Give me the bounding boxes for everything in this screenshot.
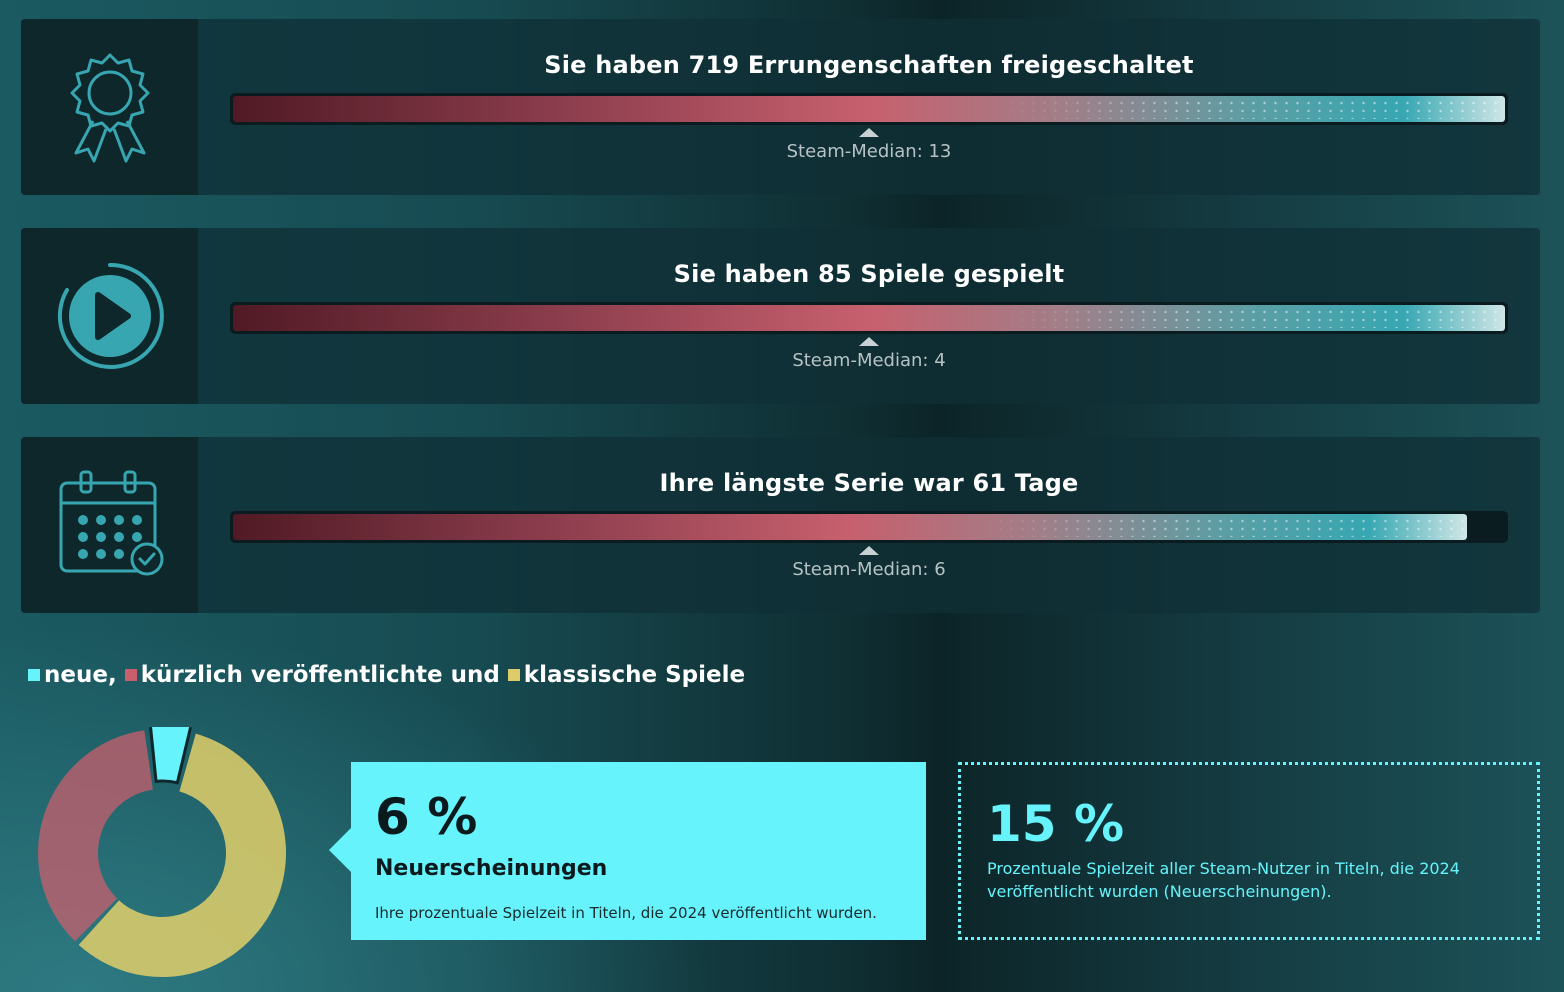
callout-description: Ihre prozentuale Spielzeit in Titeln, di…	[375, 904, 877, 922]
stat-progress-fill	[233, 305, 1505, 331]
game-type-legend: neue, kürzlich veröffentlichte und klass…	[28, 662, 753, 688]
median-marker	[859, 546, 879, 555]
comparison-description: Prozentuale Spielzeit aller Steam-Nutzer…	[987, 859, 1460, 901]
legend-swatch-classic	[507, 669, 520, 681]
legend-item-classic: klassische Spiele	[507, 662, 746, 688]
stat-progress-fill	[233, 96, 1505, 122]
new-releases-callout: 6 % Neuerscheinungen Ihre prozentuale Sp…	[329, 762, 926, 940]
achievements-icon-box	[21, 19, 198, 195]
stat-progress-bar	[230, 511, 1508, 543]
median-marker	[859, 128, 879, 137]
donut-segment-recent	[38, 730, 153, 942]
stat-progress-bar	[230, 302, 1508, 334]
legend-item-new: neue,	[28, 662, 117, 688]
legend-label-new: neue,	[44, 662, 117, 688]
legend-swatch-recent	[124, 669, 137, 681]
median-marker	[859, 337, 879, 346]
games-icon-box	[21, 228, 198, 404]
calendar-check-icon	[59, 470, 163, 576]
donut-segment-new	[149, 727, 193, 785]
achievements-card: Sie haben 719 Errungenschaften freigesch…	[21, 19, 1540, 195]
stat-title: Sie haben 719 Errungenschaften freigesch…	[544, 51, 1194, 79]
comparison-percent: 15 %	[987, 795, 1125, 853]
legend-item-recent: kürzlich veröffentlichte und	[124, 662, 500, 688]
stat-title: Sie haben 85 Spiele gespielt	[673, 260, 1065, 288]
play-circle-icon	[57, 262, 164, 369]
median-label: Steam-Median: 6	[792, 559, 946, 580]
donut-segment-classic	[78, 733, 286, 977]
legend-label-recent: kürzlich veröffentlichte und	[140, 662, 500, 688]
legend-swatch-new	[28, 669, 40, 681]
median-label: Steam-Median: 13	[786, 141, 952, 162]
all-users-comparison-box: 15 % Prozentuale Spielzeit aller Steam-N…	[958, 762, 1540, 940]
callout-percent: 6 %	[375, 788, 478, 846]
stat-title: Ihre längste Serie war 61 Tage	[659, 469, 1079, 497]
legend-label-classic: klassische Spiele	[523, 662, 746, 688]
streak-icon-box	[21, 437, 198, 613]
median-label: Steam-Median: 4	[792, 350, 946, 371]
callout-category: Neuerscheinungen	[375, 856, 608, 881]
streak-card: Ihre längste Serie war 61 Tage Steam-Med…	[21, 437, 1540, 613]
playtime-donut-chart	[38, 727, 286, 977]
award-ribbon-icon	[70, 53, 149, 163]
stat-progress-fill	[233, 514, 1467, 540]
stat-progress-bar	[230, 93, 1508, 125]
games-played-card: Sie haben 85 Spiele gespielt Steam-Media…	[21, 228, 1540, 404]
